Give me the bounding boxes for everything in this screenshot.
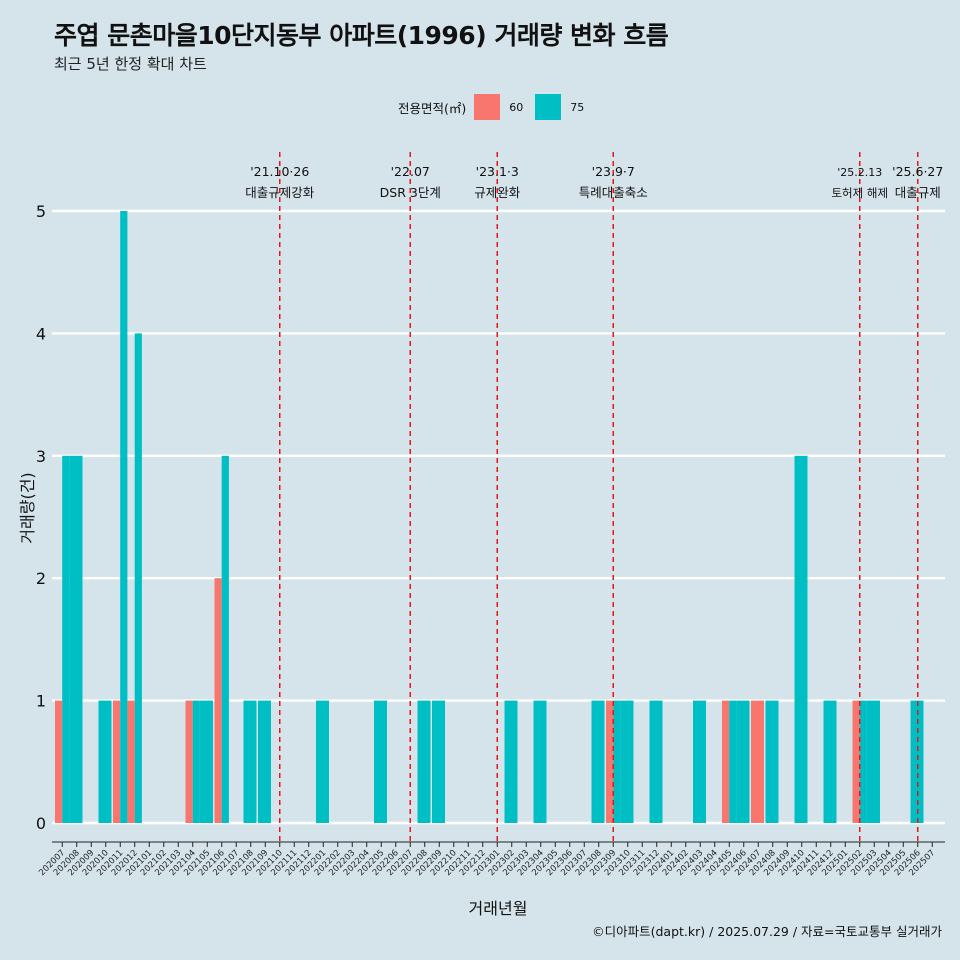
event-label-202301: 규제완화 [474, 185, 521, 200]
y-tick-label-5: 5 [36, 202, 46, 221]
event-label-202207: DSR 3단계 [380, 185, 441, 200]
event-date-202207: '22.07 [391, 164, 430, 179]
bar-60-202106 [214, 578, 222, 823]
bar-75-202205 [374, 700, 387, 823]
bar-75-202502 [859, 700, 867, 823]
legend-swatch-60 [474, 94, 501, 120]
bar-60-202104 [185, 700, 193, 823]
chart-subtitle: 최근 5년 한정 확대 차트 [54, 55, 207, 73]
source-caption: ©디아파트(dapt.kr) / 2025.07.29 / 자료=국토교통부 실… [592, 924, 942, 939]
bar-75-202208 [417, 700, 431, 823]
bar-60-202007 [55, 700, 63, 823]
y-tick-label-0: 0 [36, 814, 46, 833]
bar-75-202012 [134, 333, 142, 823]
legend: 전용면적(㎡) 60 75 [398, 93, 596, 121]
bar-75-202209 [432, 700, 445, 823]
bar-75-202007 [62, 455, 70, 823]
event-label-202506: 대출규제 [895, 185, 941, 200]
bar-75-202405 [729, 700, 737, 823]
event-label-202110: 대출규제강화 [245, 185, 315, 200]
bar-75-202309 [613, 700, 621, 823]
bar-75-202108 [243, 700, 257, 823]
event-date-202502: '25.2.13 [837, 166, 882, 179]
bar-75-202008 [69, 455, 83, 823]
bar-60-202309 [606, 700, 614, 823]
bar-75-202503 [867, 700, 880, 823]
event-date-202506: '25.6·27 [892, 164, 943, 179]
legend-title: 전용면적(㎡) [398, 100, 467, 116]
bar-75-202105 [200, 700, 213, 823]
y-tick-label-3: 3 [36, 447, 46, 466]
bar-75-202302 [504, 700, 518, 823]
event-date-202301: '23.1·3 [476, 164, 519, 179]
event-label-202502: 토허제 해제 [831, 186, 888, 200]
bar-75-202201 [316, 700, 329, 823]
legend-label-60: 60 [509, 100, 524, 114]
bar-75-202109 [258, 700, 271, 823]
y-tick-label-4: 4 [36, 324, 46, 343]
bar-60-202502 [852, 700, 860, 823]
bar-75-202308 [591, 700, 605, 823]
chart-title: 주엽 문촌마을10단지동부 아파트(1996) 거래량 변화 흐름 [54, 21, 669, 50]
bar-75-202406 [736, 700, 750, 823]
event-date-202309: '23.9·7 [592, 164, 635, 179]
bar-75-202408 [765, 700, 779, 823]
bar-75-202506 [910, 700, 924, 823]
bar-75-202104 [192, 700, 200, 823]
y-axis-title: 거래량(건) [18, 472, 37, 543]
bar-75-202403 [693, 700, 706, 823]
bar-75-202412 [823, 700, 837, 823]
bar-60-202405 [722, 700, 730, 823]
bar-75-202312 [649, 700, 663, 823]
bar-75-202010 [98, 700, 112, 823]
bar-60-202407 [751, 700, 764, 823]
y-tick-label-1: 1 [36, 692, 46, 711]
legend-label-75: 75 [570, 100, 585, 114]
event-label-202309: 특례대출축소 [579, 185, 648, 200]
bar-75-202106 [221, 455, 229, 823]
legend-swatch-75 [535, 94, 562, 120]
event-date-202110: '21.10·26 [250, 164, 309, 179]
bar-60-202011 [113, 700, 121, 823]
x-axis-title: 거래년월 [469, 899, 528, 918]
bar-75-202011 [120, 211, 128, 823]
bar-75-202304 [533, 700, 547, 823]
bar-75-202410 [794, 455, 808, 823]
bar-60-202012 [127, 700, 135, 823]
bar-75-202310 [620, 700, 634, 823]
y-tick-label-2: 2 [36, 569, 46, 588]
